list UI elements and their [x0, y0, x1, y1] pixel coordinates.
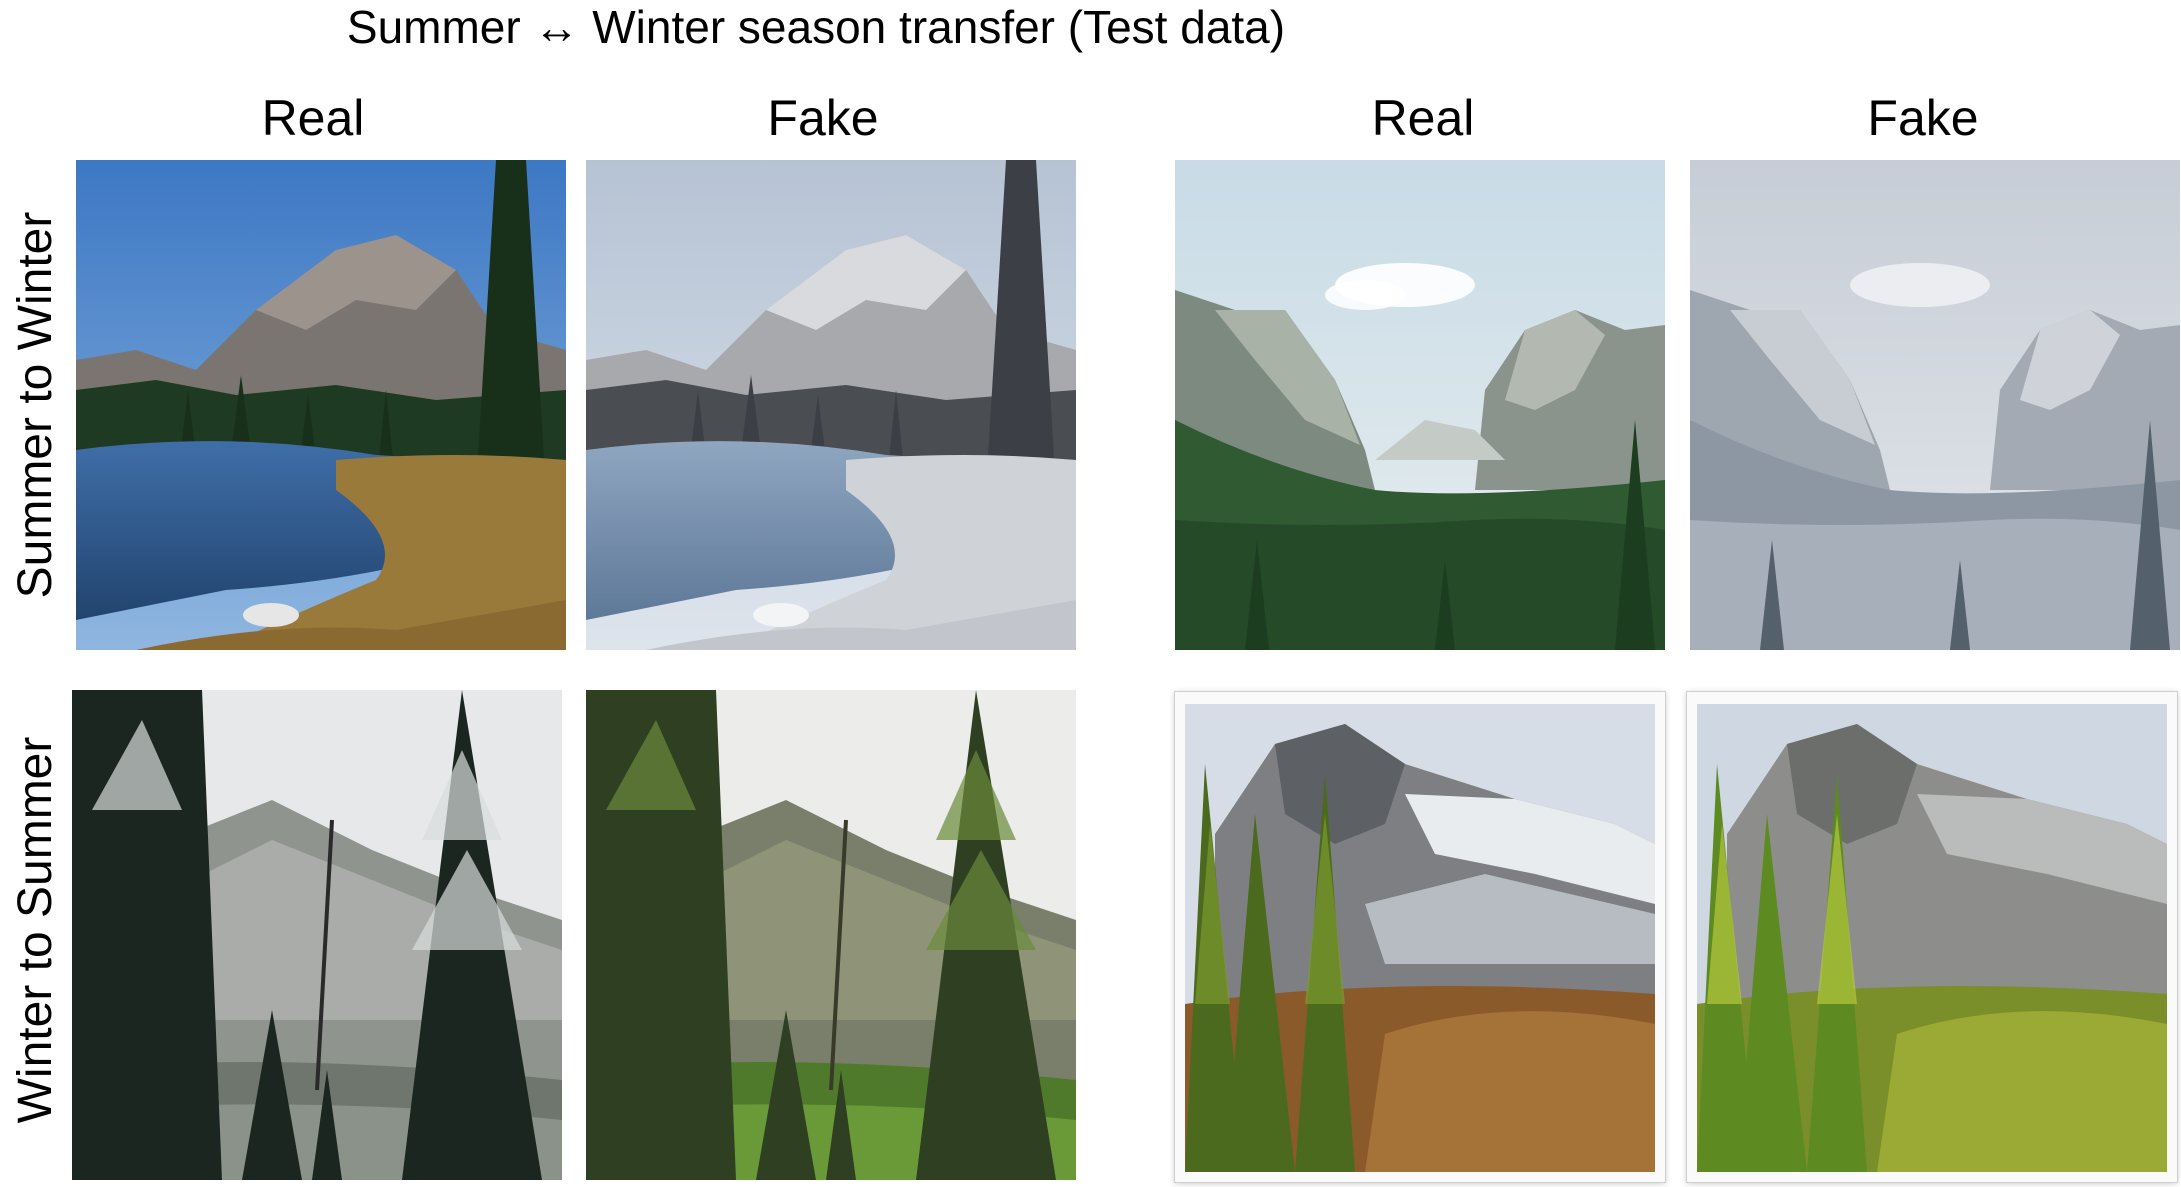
winter-halfdome-real-image: [1175, 692, 1665, 1182]
summer-lake-real-image: [76, 160, 566, 650]
summer-valley-fake-image: [1690, 160, 2180, 650]
column-label-real-right: Real: [1371, 90, 1475, 146]
row-label-winter-to-summer: Winter to Summer: [9, 736, 62, 1124]
column-label-real-left: Real: [261, 90, 365, 146]
column-label-fake-left: Fake: [767, 90, 879, 146]
summer-lake-fake-image: [586, 160, 1076, 650]
column-label-fake-right: Fake: [1867, 90, 1979, 146]
winter-forest-real-image: [72, 690, 562, 1180]
summer-valley-real-image: [1175, 160, 1665, 650]
winter-halfdome-fake-image: [1687, 692, 2177, 1182]
row-label-summer-to-winter: Summer to Winter: [9, 211, 62, 599]
figure-title: Summer ↔ Winter season transfer (Test da…: [346, 1, 1286, 53]
winter-forest-fake-image: [586, 690, 1076, 1180]
